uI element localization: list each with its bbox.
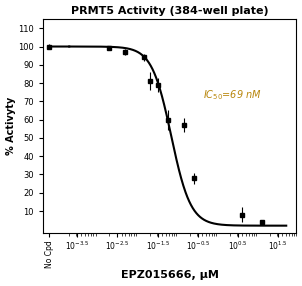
X-axis label: EPZ015666, μM: EPZ015666, μM [121,271,219,281]
Text: IC$_{50}$=69 nM: IC$_{50}$=69 nM [203,88,262,102]
Y-axis label: % Activyty: % Activyty [5,97,16,155]
Title: PRMT5 Activity (384-well plate): PRMT5 Activity (384-well plate) [71,5,268,15]
